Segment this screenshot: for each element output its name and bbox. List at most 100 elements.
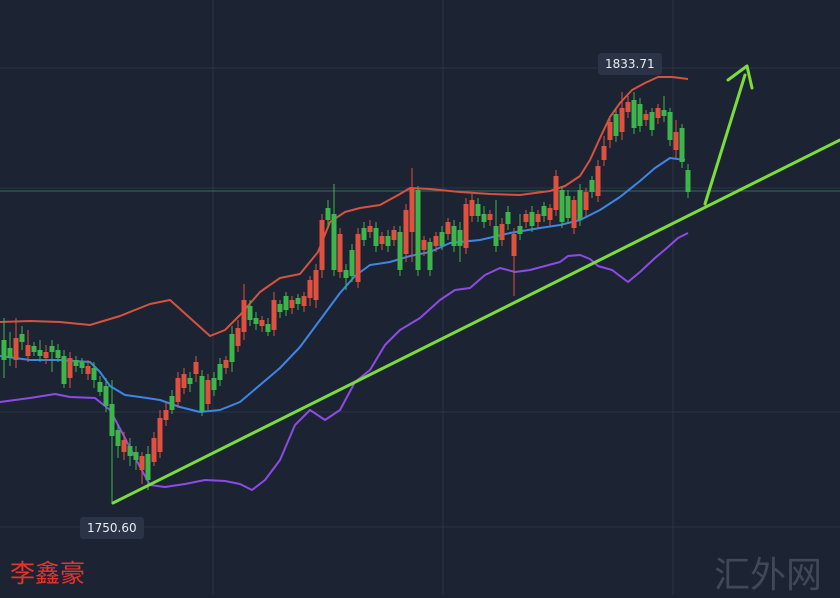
candle bbox=[685, 164, 691, 198]
candle-body bbox=[673, 132, 679, 150]
candle-body bbox=[277, 304, 283, 312]
candle bbox=[127, 438, 133, 466]
candle-body bbox=[679, 128, 685, 162]
candle-body bbox=[397, 232, 403, 270]
candle-body bbox=[103, 386, 109, 406]
candle-body bbox=[349, 250, 355, 276]
candle bbox=[217, 358, 223, 386]
candle-body bbox=[235, 328, 241, 346]
candle bbox=[613, 110, 619, 142]
candle-body bbox=[259, 320, 265, 326]
candle-body bbox=[211, 378, 217, 390]
candle-body bbox=[337, 234, 343, 272]
candle bbox=[97, 376, 103, 396]
candle bbox=[637, 98, 643, 132]
candle-body bbox=[523, 214, 529, 222]
watermark-text: 汇外网 bbox=[714, 555, 823, 596]
candle-body bbox=[403, 210, 409, 254]
candle-body bbox=[427, 242, 433, 270]
candle bbox=[589, 176, 595, 198]
forecast-arrow bbox=[703, 73, 747, 206]
candle bbox=[271, 292, 277, 336]
candle bbox=[367, 220, 373, 238]
candle-body bbox=[607, 122, 613, 140]
candle bbox=[409, 168, 415, 262]
candle-body bbox=[547, 208, 553, 220]
candle-body bbox=[139, 456, 145, 470]
candle bbox=[529, 206, 535, 232]
candle bbox=[463, 198, 469, 254]
candle bbox=[1, 318, 7, 378]
candle bbox=[181, 368, 187, 394]
candle bbox=[7, 332, 13, 366]
candle-body bbox=[577, 190, 583, 220]
candle-body bbox=[199, 376, 205, 412]
candle bbox=[55, 344, 61, 362]
candle bbox=[19, 326, 25, 350]
candle-body bbox=[499, 224, 505, 240]
candle bbox=[349, 244, 355, 282]
candle-body bbox=[85, 366, 91, 374]
candle bbox=[655, 104, 661, 124]
candle-body bbox=[109, 404, 115, 436]
candle bbox=[163, 402, 169, 426]
candle bbox=[295, 294, 301, 310]
candle bbox=[439, 226, 445, 250]
candle bbox=[109, 380, 115, 504]
candle-body bbox=[301, 296, 307, 306]
candle-body bbox=[409, 188, 415, 232]
candle-body bbox=[43, 352, 49, 358]
candles bbox=[1, 92, 691, 504]
candle bbox=[13, 318, 19, 368]
candle-body bbox=[229, 334, 235, 362]
candle-body bbox=[205, 380, 211, 404]
candle-body bbox=[565, 196, 571, 218]
candle bbox=[619, 92, 625, 140]
candle-body bbox=[163, 410, 169, 420]
candle bbox=[421, 236, 427, 256]
candle-body bbox=[307, 280, 313, 298]
candle bbox=[121, 432, 127, 460]
candle-body bbox=[193, 362, 199, 374]
candle-body bbox=[481, 214, 487, 222]
candle-body bbox=[253, 318, 259, 324]
candle bbox=[193, 356, 199, 382]
candle bbox=[31, 342, 37, 356]
candle-body bbox=[529, 212, 535, 226]
candle-body bbox=[25, 345, 31, 356]
candle-body bbox=[271, 300, 277, 330]
candle bbox=[79, 358, 85, 374]
candle-body bbox=[373, 228, 379, 246]
candle bbox=[379, 232, 385, 250]
candle-body bbox=[55, 350, 61, 358]
candle-body bbox=[457, 230, 463, 246]
candle-body bbox=[19, 334, 25, 342]
candle-body bbox=[73, 360, 79, 366]
candle-body bbox=[283, 296, 289, 310]
candle-body bbox=[61, 356, 67, 384]
candle bbox=[145, 446, 151, 490]
candle-body bbox=[625, 102, 631, 112]
candle-body bbox=[67, 358, 73, 378]
candle-body bbox=[127, 446, 133, 456]
candle bbox=[661, 96, 667, 122]
candle-body bbox=[319, 220, 325, 270]
candle-body bbox=[439, 232, 445, 246]
candle-body bbox=[685, 170, 691, 192]
candle-body bbox=[37, 350, 43, 356]
candle bbox=[595, 160, 601, 202]
candle bbox=[517, 214, 523, 240]
candle-body bbox=[79, 362, 85, 368]
candle bbox=[385, 230, 391, 252]
candle-body bbox=[49, 346, 55, 352]
candle-body bbox=[559, 190, 565, 222]
candle bbox=[451, 220, 457, 252]
candle bbox=[361, 222, 367, 246]
candle bbox=[331, 184, 337, 276]
candle bbox=[229, 326, 235, 372]
candle bbox=[553, 170, 559, 216]
candle bbox=[205, 374, 211, 410]
candle-body bbox=[181, 374, 187, 388]
